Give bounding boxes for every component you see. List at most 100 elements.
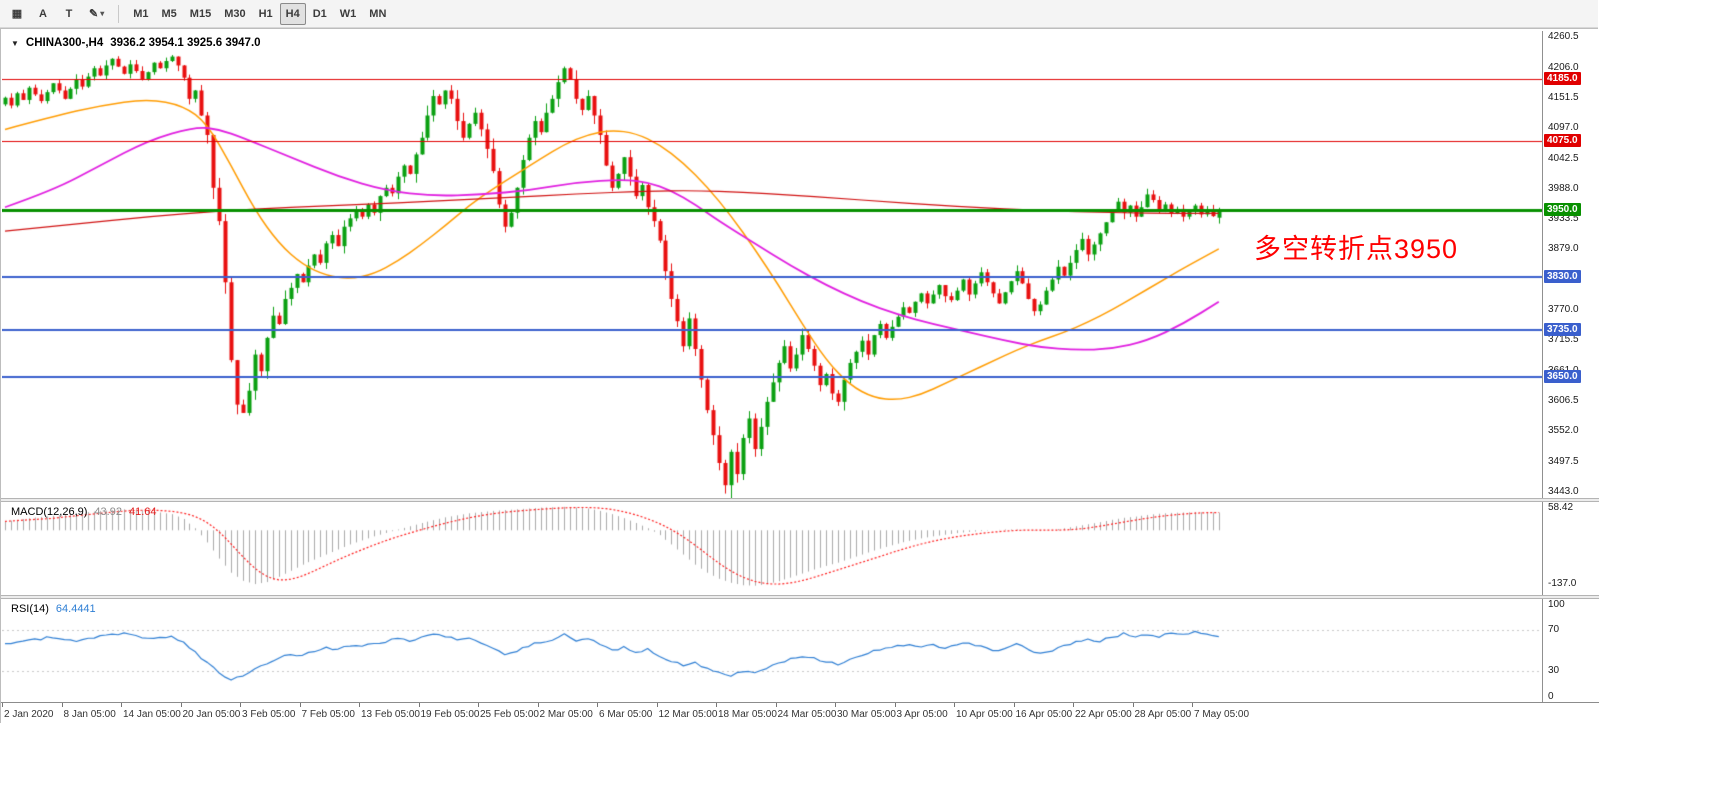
rsi-value: 64.4441	[55, 603, 96, 615]
price-scale-label: 3715.5	[1548, 334, 1579, 346]
price-scale-label: 4097.0	[1548, 122, 1579, 134]
rsi-scale-label: 0	[1548, 691, 1554, 702]
symbol-ohlc-line: ▼ CHINA300-,H4 3936.2 3954.1 3925.6 3947…	[11, 37, 261, 49]
price-scale-label: 4206.0	[1548, 61, 1579, 73]
toolbar: ▦ A T ✎ ▾ M1 M5 M15 M30 H1 H4 D1 W1 MN	[0, 0, 1598, 28]
timeframe-button-m5[interactable]: M5	[156, 3, 183, 25]
timeframe-button-w1[interactable]: W1	[334, 3, 363, 25]
price-scale-label: 3770.0	[1548, 304, 1579, 316]
time-axis-tick	[597, 703, 598, 707]
label-tool-button[interactable]: T	[57, 3, 81, 25]
price-scale-label: 3443.0	[1548, 485, 1579, 497]
time-axis-tick	[180, 703, 182, 707]
time-axis-label: 6 Mar 05:00	[599, 709, 653, 720]
time-axis-tick	[240, 703, 241, 707]
time-axis-tick	[418, 703, 420, 707]
time-axis-tick	[359, 703, 360, 707]
rsi-scale-label: 70	[1548, 623, 1560, 635]
timeframe-button-m15[interactable]: M15	[184, 3, 217, 25]
pane-splitter[interactable]	[1, 595, 1599, 599]
price-scale-label: 3988.0	[1548, 182, 1579, 194]
timeframe-button-mn[interactable]: MN	[363, 3, 392, 25]
rsi-scale-label: 30	[1548, 665, 1560, 677]
time-axis-tick	[656, 703, 658, 707]
chart-arrow-icon: ▼	[11, 38, 19, 48]
hline-price-badge: 3735.0	[1544, 322, 1581, 336]
timeframe-button-d1[interactable]: D1	[307, 3, 333, 25]
time-axis-tick	[894, 703, 896, 707]
timeframe-button-h1[interactable]: H1	[253, 3, 279, 25]
pencil-icon: ✎	[89, 8, 99, 20]
chart-window: ▼ CHINA300-,H4 3936.2 3954.1 3925.6 3947…	[0, 28, 1599, 725]
time-axis-tick	[299, 703, 301, 707]
time-axis-label: 30 Mar 05:00	[837, 709, 896, 720]
price-scale-label: 3933.5	[1548, 213, 1579, 225]
pane-splitter[interactable]	[1, 498, 1599, 502]
price-scale-label: 4260.5	[1548, 31, 1579, 43]
macd-signal-value: 41.64	[128, 506, 157, 518]
macd-name: MACD(12,26,9)	[11, 506, 88, 518]
time-axis-label: 18 Mar 05:00	[718, 709, 777, 720]
macd-scale-min: -137.0	[1548, 578, 1577, 589]
time-axis-label: 8 Jan 05:00	[63, 709, 116, 720]
price-scale-label: 3497.5	[1548, 455, 1579, 467]
price-scale-label: 4042.5	[1548, 152, 1579, 164]
price-scale-label: 4151.5	[1548, 91, 1579, 103]
toolbar-separator	[118, 4, 120, 23]
time-axis-tick	[61, 703, 63, 707]
time-axis-label: 3 Feb 05:00	[242, 709, 296, 720]
rsi-canvas[interactable]	[2, 599, 1542, 702]
grid-icon[interactable]: ▦	[5, 3, 29, 25]
time-axis-tick	[716, 703, 717, 707]
time-axis[interactable]: 2 Jan 2020 8 Jan 05:00 14 Jan 05:00 20 Jan …	[1, 702, 1599, 725]
ohlc-values: 3936.2 3954.1 3925.6 3947.0	[110, 37, 261, 49]
time-axis-label: 7 May 05:00	[1194, 709, 1250, 720]
time-axis-label: 2 Mar 05:00	[539, 709, 593, 720]
time-axis-tick	[1132, 703, 1134, 707]
time-axis-label: 22 Apr 05:00	[1075, 709, 1132, 720]
hline-price-badge: 3950.0	[1544, 203, 1581, 217]
time-axis-tick	[1013, 703, 1015, 707]
macd-main-value: 43.92	[94, 506, 122, 518]
time-axis-label: 13 Feb 05:00	[361, 709, 420, 720]
price-scale-label: 3879.0	[1548, 243, 1579, 255]
chevron-down-icon: ▾	[100, 9, 105, 18]
hline-price-badge: 4075.0	[1544, 133, 1581, 147]
time-axis-tick	[1192, 703, 1193, 707]
time-axis-label: 7 Feb 05:00	[301, 709, 355, 720]
time-axis-tick	[775, 703, 777, 707]
text-tool-button[interactable]: A	[31, 3, 55, 25]
draw-tools-dropdown[interactable]: ✎ ▾	[83, 3, 110, 25]
price-scale[interactable]: 4260.5 4206.0 4151.5 4097.0 4042.5 3988.0 3933…	[1542, 31, 1599, 498]
annotation-text: 多空转折点3950	[1254, 234, 1459, 264]
time-axis-label: 19 Feb 05:00	[420, 709, 480, 720]
time-axis-label: 16 Apr 05:00	[1015, 709, 1073, 720]
macd-scale[interactable]: 58.42 -137.0	[1542, 502, 1599, 595]
symbol-name: CHINA300-,H4	[25, 37, 104, 49]
rsi-scale-label: 100	[1548, 599, 1565, 610]
time-axis-label: 28 Apr 05:00	[1134, 709, 1192, 720]
hline-price-badge: 4185.0	[1544, 72, 1581, 86]
macd-canvas[interactable]	[2, 502, 1542, 595]
timeframe-button-h4[interactable]: H4	[279, 2, 306, 25]
time-axis-tick	[835, 703, 836, 707]
time-axis-tick	[954, 703, 955, 707]
time-axis-label: 14 Jan 05:00	[123, 709, 181, 720]
time-axis-label: 20 Jan 05:00	[182, 709, 241, 720]
price-scale-label: 3552.0	[1548, 425, 1579, 437]
time-axis-tick	[478, 703, 479, 707]
time-axis-tick	[2, 703, 3, 707]
time-axis-label: 3 Apr 05:00	[896, 709, 948, 720]
main-chart-canvas[interactable]	[2, 31, 1542, 498]
macd-scale-max: 58.42	[1548, 502, 1574, 513]
rsi-scale[interactable]: 100 70 30 0	[1542, 599, 1599, 702]
price-scale-label: 3606.5	[1548, 394, 1579, 406]
hline-price-badge: 3650.0	[1544, 369, 1581, 383]
time-axis-label: 2 Jan 2020	[4, 709, 54, 720]
time-axis-label: 10 Apr 05:00	[956, 709, 1013, 720]
time-axis-label: 12 Mar 05:00	[658, 709, 718, 720]
timeframe-button-m30[interactable]: M30	[218, 3, 251, 25]
hline-price-badge: 3830.0	[1544, 269, 1581, 283]
timeframe-button-m1[interactable]: M1	[127, 3, 154, 25]
